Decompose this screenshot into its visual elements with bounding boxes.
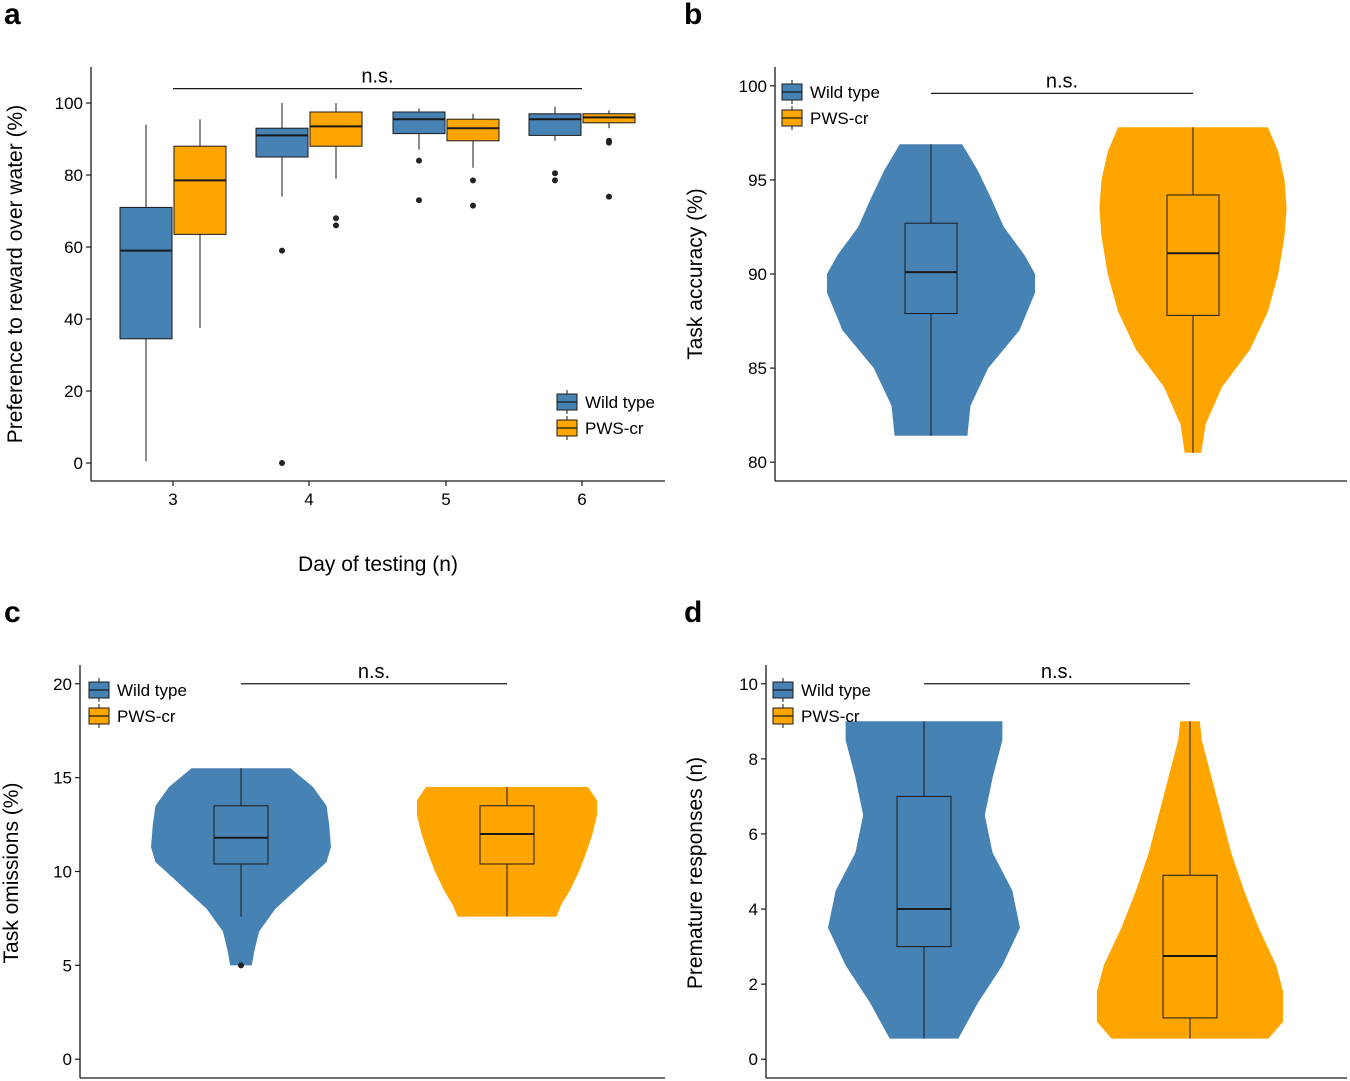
significance-label: n.s. xyxy=(1046,70,1078,92)
box-iqr xyxy=(904,222,958,315)
panel-a-label: a xyxy=(4,0,21,31)
y-tick-label: 100 xyxy=(739,77,767,96)
legend-label: PWS-cr xyxy=(801,707,860,726)
legend-label: Wild type xyxy=(801,681,871,700)
box-iqr xyxy=(255,127,309,158)
y-tick-label: 4 xyxy=(749,900,758,919)
y-tick-label: 15 xyxy=(53,769,72,788)
box-iqr xyxy=(309,111,363,147)
y-axis-title: Premature responses (n) xyxy=(684,757,707,989)
violin-pws-cr xyxy=(1099,127,1287,453)
y-axis-title: Task omissions (%) xyxy=(0,783,23,964)
y-tick-label: 90 xyxy=(748,265,767,284)
y-axis-title: Task accuracy (%) xyxy=(684,188,707,360)
y-tick-label: 0 xyxy=(63,1050,72,1069)
outlier-point xyxy=(470,202,476,209)
x-tick-label: 3 xyxy=(168,490,177,509)
y-tick-label: 6 xyxy=(749,825,758,844)
outlier-point xyxy=(470,177,476,184)
violin-pws-cr xyxy=(1096,721,1284,1039)
box-iqr xyxy=(1166,194,1220,316)
y-axis-title: Preference to reward over water (%) xyxy=(4,105,27,443)
x-tick-label: 6 xyxy=(577,490,586,509)
y-tick-label: 0 xyxy=(74,454,83,473)
y-tick-label: 10 xyxy=(739,675,758,694)
panel-c: c 0 5 10 15 20 Task omissions (%) n.s. Wild typ… xyxy=(0,596,665,1079)
legend: Wild type PWS-cr xyxy=(781,80,880,130)
y-tick-label: 10 xyxy=(53,863,72,882)
legend: Wild type PWS-cr xyxy=(88,678,187,728)
legend-label: Wild type xyxy=(810,83,880,102)
panel-b-label: b xyxy=(684,0,702,31)
outlier-point xyxy=(333,215,339,222)
panel-c-label: c xyxy=(4,596,21,629)
box-iqr xyxy=(528,113,582,136)
box-iqr xyxy=(173,145,227,235)
outlier-point xyxy=(279,247,285,254)
violin-pws-cr xyxy=(417,787,597,917)
legend-label: PWS-cr xyxy=(810,109,869,128)
legend: Wild type PWS-cr xyxy=(556,390,655,440)
y-tick-label: 20 xyxy=(53,675,72,694)
y-tick-label: 95 xyxy=(748,171,767,190)
x-tick-label: 4 xyxy=(304,490,313,509)
box-iqr xyxy=(446,118,500,142)
outlier-point xyxy=(238,962,244,969)
legend-label: Wild type xyxy=(585,393,655,412)
y-tick-label: 2 xyxy=(749,975,758,994)
y-tick-label: 0 xyxy=(749,1050,758,1069)
significance-label: n.s. xyxy=(361,66,393,88)
legend-label: PWS-cr xyxy=(585,419,644,438)
box-iqr xyxy=(119,206,173,340)
panel-b: b 80 85 90 95 100 Task accuracy (%) n.s. Wild t… xyxy=(684,0,1347,482)
y-tick-label: 60 xyxy=(64,238,83,257)
outlier-point xyxy=(606,139,612,146)
box-iqr xyxy=(392,111,446,135)
y-tick-label: 80 xyxy=(64,166,83,185)
outlier-point xyxy=(416,157,422,164)
box-iqr xyxy=(213,805,269,865)
outlier-point xyxy=(552,170,558,177)
legend-label: PWS-cr xyxy=(117,707,176,726)
box-iqr xyxy=(1162,874,1218,1019)
x-tick-label: 5 xyxy=(441,490,450,509)
panel-a: a 0 20 40 60 80 100 Preference to reward over … xyxy=(4,0,665,576)
outlier-point xyxy=(279,460,285,466)
panel-d: d 0 2 4 6 8 10 Premature responses (n) n.s. Wild… xyxy=(684,596,1347,1079)
y-tick-label: 40 xyxy=(64,310,83,329)
y-tick-label: 8 xyxy=(749,750,758,769)
x-axis-title: Day of testing (n) xyxy=(298,553,458,576)
outlier-point xyxy=(333,222,339,229)
box-iqr xyxy=(896,795,952,948)
y-tick-label: 85 xyxy=(748,359,767,378)
outlier-point xyxy=(552,177,558,184)
significance-label: n.s. xyxy=(1041,661,1073,683)
outlier-point xyxy=(416,197,422,204)
violin-wild-type xyxy=(828,721,1020,1039)
y-tick-label: 20 xyxy=(64,382,83,401)
y-tick-label: 100 xyxy=(55,94,83,113)
significance-label: n.s. xyxy=(358,661,390,683)
y-tick-label: 5 xyxy=(63,956,72,975)
y-tick-label: 80 xyxy=(748,453,767,472)
legend-label: Wild type xyxy=(117,681,187,700)
panel-d-label: d xyxy=(684,596,702,629)
violin-wild-type xyxy=(827,144,1035,436)
legend: Wild type PWS-cr xyxy=(772,678,871,728)
outlier-point xyxy=(606,193,612,200)
